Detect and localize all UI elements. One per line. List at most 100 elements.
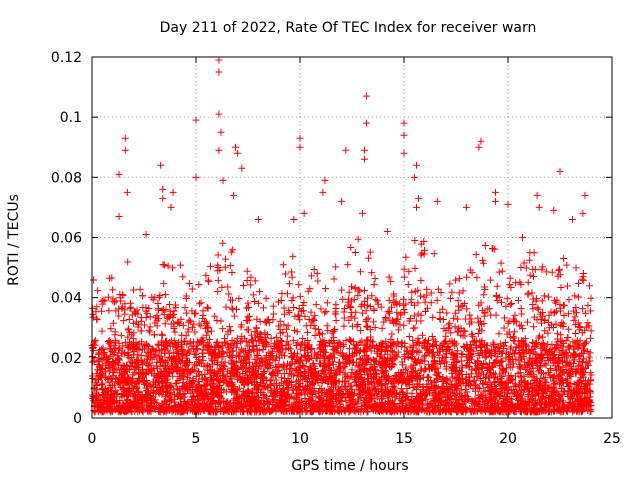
- data-point: [278, 290, 286, 298]
- data-point: [292, 377, 300, 385]
- data-point: [162, 291, 170, 299]
- data-point: [448, 288, 456, 296]
- data-point: [246, 281, 254, 289]
- data-point: [388, 330, 396, 338]
- data-point: [481, 340, 489, 348]
- data-point: [98, 380, 106, 388]
- data-point: [267, 334, 275, 342]
- data-point: [307, 321, 315, 329]
- data-point: [404, 280, 412, 288]
- data-point: [93, 316, 101, 324]
- data-point: [309, 315, 317, 323]
- data-point: [565, 296, 573, 304]
- data-point: [245, 312, 253, 320]
- data-point: [387, 278, 395, 286]
- data-point: [185, 316, 193, 324]
- data-point: [446, 319, 454, 327]
- data-point: [127, 363, 135, 371]
- data-point: [155, 293, 163, 301]
- data-point: [580, 346, 588, 354]
- data-point: [493, 297, 501, 305]
- data-point: [411, 287, 419, 295]
- data-point: [275, 298, 283, 306]
- data-point: [575, 293, 583, 301]
- data-point: [236, 338, 244, 346]
- data-point: [405, 333, 413, 341]
- data-point: [90, 276, 98, 284]
- data-point: [395, 326, 403, 334]
- data-point: [226, 262, 234, 270]
- data-point: [362, 316, 370, 324]
- data-point: [405, 317, 413, 325]
- data-point: [521, 335, 529, 343]
- data-point: [346, 302, 354, 310]
- data-point: [414, 310, 422, 318]
- data-point: [130, 286, 138, 294]
- data-point: [255, 299, 263, 307]
- data-point: [430, 250, 438, 258]
- data-point: [517, 304, 525, 312]
- data-point: [276, 317, 284, 325]
- data-point: [582, 338, 590, 346]
- data-point: [352, 308, 360, 316]
- data-point: [480, 312, 488, 320]
- data-point: [272, 333, 280, 341]
- data-point: [252, 342, 260, 350]
- data-point: [214, 276, 222, 284]
- data-point: [539, 309, 547, 317]
- data-point: [286, 345, 294, 353]
- data-point: [165, 301, 173, 309]
- data-point: [561, 388, 569, 396]
- data-point: [522, 264, 530, 272]
- data-point: [385, 273, 393, 281]
- data-point: [301, 312, 309, 320]
- data-point: [214, 251, 222, 259]
- data-point: [511, 372, 519, 380]
- data-point: [529, 301, 537, 309]
- data-point: [355, 286, 363, 294]
- data-point: [147, 403, 155, 411]
- data-point: [225, 290, 233, 298]
- data-point: [360, 388, 368, 396]
- data-point: [207, 398, 215, 406]
- data-point: [526, 256, 534, 264]
- data-point: [533, 304, 541, 312]
- data-point: [269, 302, 277, 310]
- data-point: [262, 294, 270, 302]
- data-point: [586, 282, 594, 290]
- data-point: [197, 299, 205, 307]
- data-point: [392, 298, 400, 306]
- data-point: [587, 334, 595, 342]
- data-point: [267, 388, 275, 396]
- data-point: [400, 306, 408, 314]
- data-point: [351, 399, 359, 407]
- data-point: [560, 312, 568, 320]
- data-point: [229, 305, 237, 313]
- data-point: [295, 281, 303, 289]
- data-point: [311, 332, 319, 340]
- data-point: [105, 307, 113, 315]
- data-point: [563, 282, 571, 290]
- data-point: [164, 262, 172, 270]
- data-point: [93, 315, 101, 323]
- data-point: [476, 376, 484, 384]
- data-point: [345, 288, 353, 296]
- data-point: [534, 367, 542, 375]
- data-point: [501, 339, 509, 347]
- data-point: [402, 253, 410, 261]
- data-point: [511, 311, 519, 319]
- data-point: [314, 325, 322, 333]
- data-point: [414, 299, 422, 307]
- data-point: [137, 314, 145, 322]
- data-point: [448, 361, 456, 369]
- data-point: [196, 300, 204, 308]
- data-point: [99, 345, 107, 353]
- data-point: [434, 285, 442, 293]
- data-point: [395, 404, 403, 412]
- data-point: [419, 331, 427, 339]
- data-point: [156, 291, 164, 299]
- data-point: [413, 348, 421, 356]
- data-point: [524, 290, 532, 298]
- data-point: [299, 362, 307, 370]
